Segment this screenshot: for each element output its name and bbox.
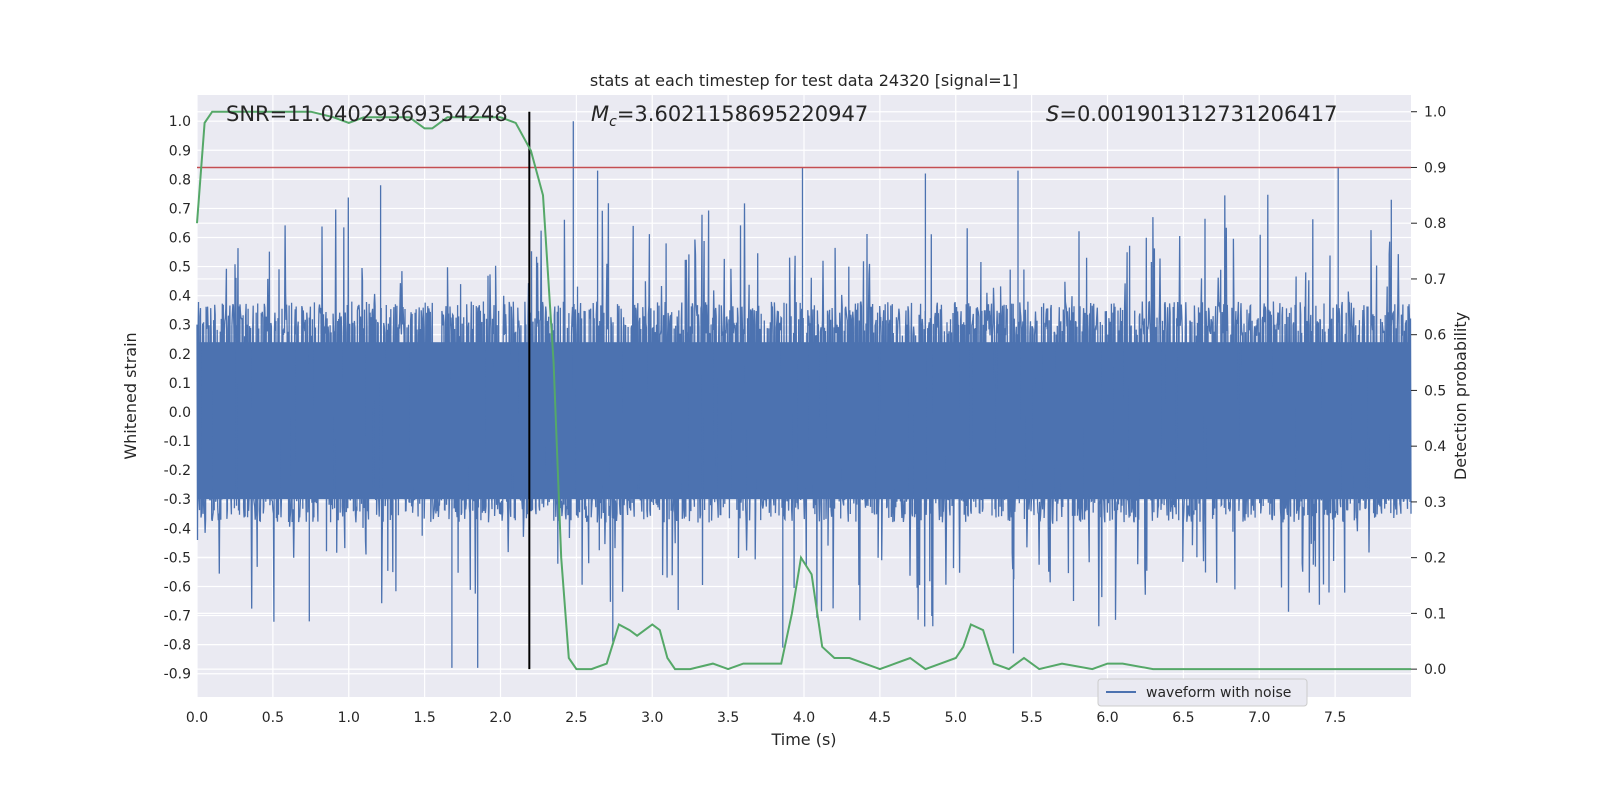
y-left-tick-label: -0.3 bbox=[164, 492, 191, 508]
y-right-tick-label: 0.3 bbox=[1424, 495, 1446, 511]
y-axis-right-label: Detection probability bbox=[1451, 312, 1470, 480]
x-tick-label: 7.5 bbox=[1324, 710, 1346, 726]
chart-title: stats at each timestep for test data 243… bbox=[590, 71, 1018, 90]
y-left-tick-label: -0.8 bbox=[164, 638, 191, 654]
x-tick-label: 3.5 bbox=[717, 710, 739, 726]
y-axis-left-label: Whitened strain bbox=[121, 332, 140, 459]
s-symbol: S bbox=[1046, 102, 1059, 126]
y-right-tick-label: 0.8 bbox=[1424, 216, 1446, 232]
chirp-mass-annotation: Mc=3.6021158695220947 bbox=[591, 102, 868, 130]
y-left-tick-label: 0.1 bbox=[169, 376, 191, 392]
x-tick-label: 5.5 bbox=[1020, 710, 1042, 726]
y-left-tick-label: 0.0 bbox=[169, 405, 191, 421]
legend-box bbox=[1097, 678, 1308, 707]
y-right-tick-label: 0.0 bbox=[1424, 662, 1446, 678]
y-left-tick-label: 0.3 bbox=[169, 318, 191, 334]
y-right-tick-label: 0.5 bbox=[1424, 383, 1446, 399]
y-right-tick-label: 0.2 bbox=[1424, 551, 1446, 567]
y-axis-left-ticks: 1.0 0.9 0.8 0.7 0.6 0.5 0.4 0.3 0.2 0.1 0.0 -0.1 -0.… bbox=[164, 114, 191, 683]
x-tick-label: 4.0 bbox=[793, 710, 815, 726]
x-tick-label: 2.0 bbox=[489, 710, 511, 726]
x-axis-ticks: 0.0 0.5 1.0 1.5 2.0 2.5 3.0 3.5 4.0 4.5 5.0 5.5 6.0 6… bbox=[186, 710, 1346, 726]
x-tick-label: 3.0 bbox=[641, 710, 663, 726]
y-left-tick-label: -0.4 bbox=[164, 521, 191, 537]
x-tick-label: 7.0 bbox=[1248, 710, 1270, 726]
chirp-mass-value: =3.6021158695220947 bbox=[617, 102, 868, 126]
y-right-tick-label: 0.4 bbox=[1424, 439, 1446, 455]
y-left-tick-label: -0.1 bbox=[164, 434, 191, 450]
y-right-tick-label: 0.1 bbox=[1424, 606, 1446, 622]
y-left-tick-label: 0.9 bbox=[169, 143, 191, 159]
x-tick-label: 1.5 bbox=[413, 710, 435, 726]
y-left-tick-label: 0.2 bbox=[169, 347, 191, 363]
y-left-tick-label: -0.6 bbox=[164, 579, 191, 595]
waveform-series bbox=[196, 121, 1412, 668]
chirp-mass-subscript: c bbox=[609, 114, 617, 130]
snr-annotation: SNR=11.04029369354248 bbox=[226, 102, 508, 126]
x-tick-label: 4.5 bbox=[869, 710, 891, 726]
overlay-lines bbox=[197, 111, 1411, 670]
x-tick-label: 5.0 bbox=[945, 710, 967, 726]
y-right-tick-label: 1.0 bbox=[1424, 105, 1446, 121]
y-left-tick-label: 0.5 bbox=[169, 260, 191, 276]
x-tick-label: 1.0 bbox=[338, 710, 360, 726]
y-left-tick-label: 0.8 bbox=[169, 172, 191, 188]
y-left-tick-label: -0.2 bbox=[164, 463, 191, 479]
x-tick-label: 0.5 bbox=[262, 710, 284, 726]
y-left-tick-label: -0.9 bbox=[164, 667, 191, 683]
probability-series bbox=[196, 110, 1411, 671]
y-right-tick-label: 0.9 bbox=[1424, 160, 1446, 176]
chirp-mass-symbol: M bbox=[591, 102, 609, 126]
y-axis-right-ticks: 1.0 0.9 0.8 0.7 0.6 0.5 0.4 0.3 0.2 0.1 0.0 bbox=[1411, 105, 1446, 678]
y-left-tick-label: 0.6 bbox=[169, 231, 191, 247]
probability-line bbox=[196, 110, 1411, 671]
y-left-tick-label: 0.7 bbox=[169, 201, 191, 217]
legend: waveform with noise bbox=[1097, 678, 1308, 707]
legend-label-waveform: waveform with noise bbox=[1146, 685, 1291, 701]
y-left-tick-label: 0.4 bbox=[169, 289, 191, 305]
x-tick-label: 0.0 bbox=[186, 710, 208, 726]
s-annotation: S=0.001901312731206417 bbox=[1046, 102, 1337, 126]
y-left-tick-label: -0.5 bbox=[164, 550, 191, 566]
s-value: =0.001901312731206417 bbox=[1059, 102, 1337, 126]
x-tick-label: 6.0 bbox=[1096, 710, 1118, 726]
x-tick-label: 6.5 bbox=[1172, 710, 1194, 726]
x-tick-label: 2.5 bbox=[565, 710, 587, 726]
y-right-tick-label: 0.7 bbox=[1424, 272, 1446, 288]
x-axis-label: Time (s) bbox=[770, 730, 836, 749]
y-left-tick-label: 1.0 bbox=[169, 114, 191, 130]
y-left-tick-label: -0.7 bbox=[164, 609, 191, 625]
y-right-tick-label: 0.6 bbox=[1424, 328, 1446, 344]
waveform-line bbox=[196, 121, 1412, 668]
